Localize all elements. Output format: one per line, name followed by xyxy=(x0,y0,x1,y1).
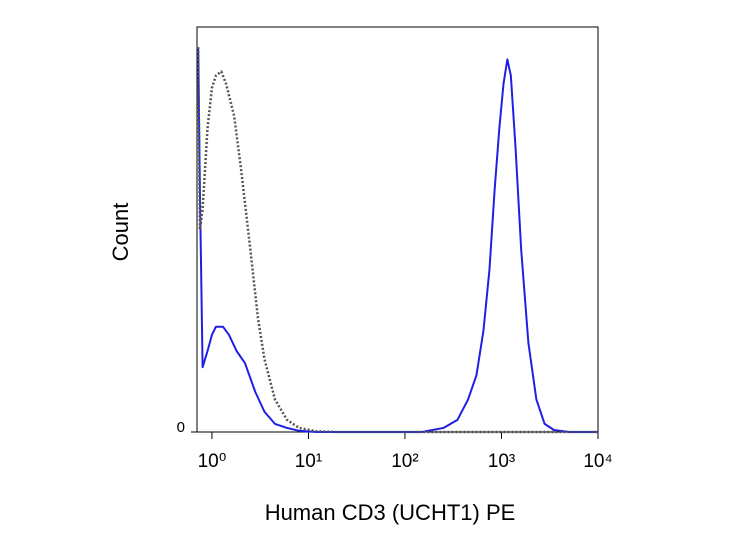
series-line xyxy=(197,47,598,433)
x-tick-label: 10⁰ xyxy=(198,451,227,472)
x-tick-label: 10³ xyxy=(488,451,515,472)
x-tick-label: 10² xyxy=(391,451,418,472)
x-tick-label: 10⁴ xyxy=(583,451,612,472)
plot-frame xyxy=(196,26,599,433)
y-tick-label: 0 xyxy=(177,419,185,436)
x-tick-label: 10¹ xyxy=(295,451,322,472)
series-line xyxy=(196,47,598,434)
x-axis-label: Human CD3 (UCHT1) PE xyxy=(265,500,516,525)
y-axis-label: Count xyxy=(108,203,133,262)
